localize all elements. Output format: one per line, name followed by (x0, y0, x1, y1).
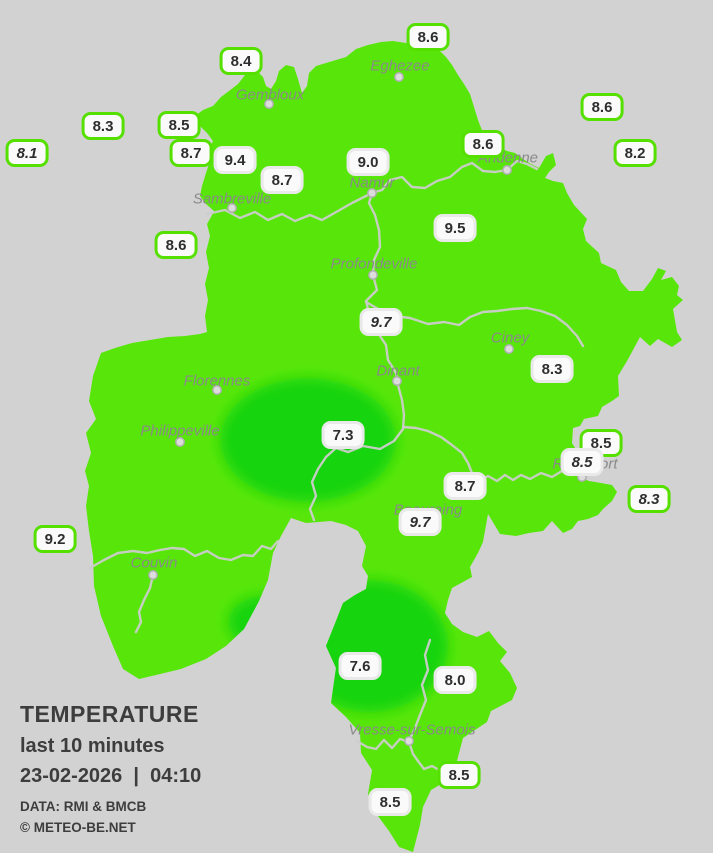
station-value-badge: 8.5 (437, 761, 481, 789)
station-value-badge: 8.4 (219, 47, 263, 75)
station-value-badge: 8.6 (406, 23, 450, 51)
station-value-badge: 8.7 (260, 166, 304, 194)
station-value-badge: 8.6 (580, 93, 624, 121)
station-value-badge: 8.5 (368, 788, 412, 816)
map-title: TEMPERATURE (20, 701, 199, 727)
station-value-badge: 8.2 (613, 139, 657, 167)
city-dot-philippeville (175, 437, 185, 447)
data-source-credit: DATA: RMI & BMCB (20, 799, 147, 814)
station-value-badge: 9.2 (33, 525, 77, 553)
copyright-notice: © METEO-BE.NET (20, 820, 136, 835)
city-dot-eghezee (394, 72, 404, 82)
station-value-badge: 8.7 (169, 139, 213, 167)
tail-stream (407, 638, 432, 743)
city-dot-couvin (148, 570, 158, 580)
station-value-badge: 8.6 (154, 231, 198, 259)
map-legend-block: TEMPERATURE last 10 minutes 23-02-2026 |… (20, 701, 201, 835)
city-dot-profondeville (368, 270, 378, 280)
station-value-badge: 8.5 (560, 448, 604, 476)
station-value-badge: 8.3 (530, 355, 574, 383)
station-value-badge: 7.6 (338, 652, 382, 680)
station-value-badge: 8.3 (627, 485, 671, 513)
lesse-river (401, 425, 582, 483)
eau-noire-river (88, 539, 280, 570)
couvin-south-stream (134, 573, 155, 634)
station-value-badge: 8.3 (81, 112, 125, 140)
city-dot-andenne (502, 165, 512, 175)
station-value-badge: 9.7 (359, 308, 403, 336)
map-datetime: 23-02-2026 | 04:10 (20, 765, 202, 787)
city-dot-dinant (392, 376, 402, 386)
station-value-badge: 8.0 (433, 666, 477, 694)
station-value-badge: 7.3 (321, 421, 365, 449)
city-dot-vresse-sur-semois (404, 736, 414, 746)
district-border-east (364, 300, 585, 348)
station-value-badge: 8.7 (443, 472, 487, 500)
map-subtitle: last 10 minutes (20, 735, 165, 757)
station-value-badge: 8.1 (5, 139, 49, 167)
station-value-badge: 8.6 (461, 130, 505, 158)
sambre-river (205, 191, 374, 223)
city-dot-namur (367, 188, 377, 198)
station-value-badge: 8.5 (157, 111, 201, 139)
station-value-badge: 9.7 (398, 508, 442, 536)
city-dot-ciney (504, 344, 514, 354)
city-dot-gembloux (264, 99, 274, 109)
meuse-river-northeast (370, 159, 539, 195)
city-dot-sambreville (227, 203, 237, 213)
station-value-badge: 9.4 (213, 146, 257, 174)
station-value-badge: 9.0 (346, 148, 390, 176)
city-dot-florennes (212, 385, 222, 395)
station-value-badge: 9.5 (433, 214, 477, 242)
